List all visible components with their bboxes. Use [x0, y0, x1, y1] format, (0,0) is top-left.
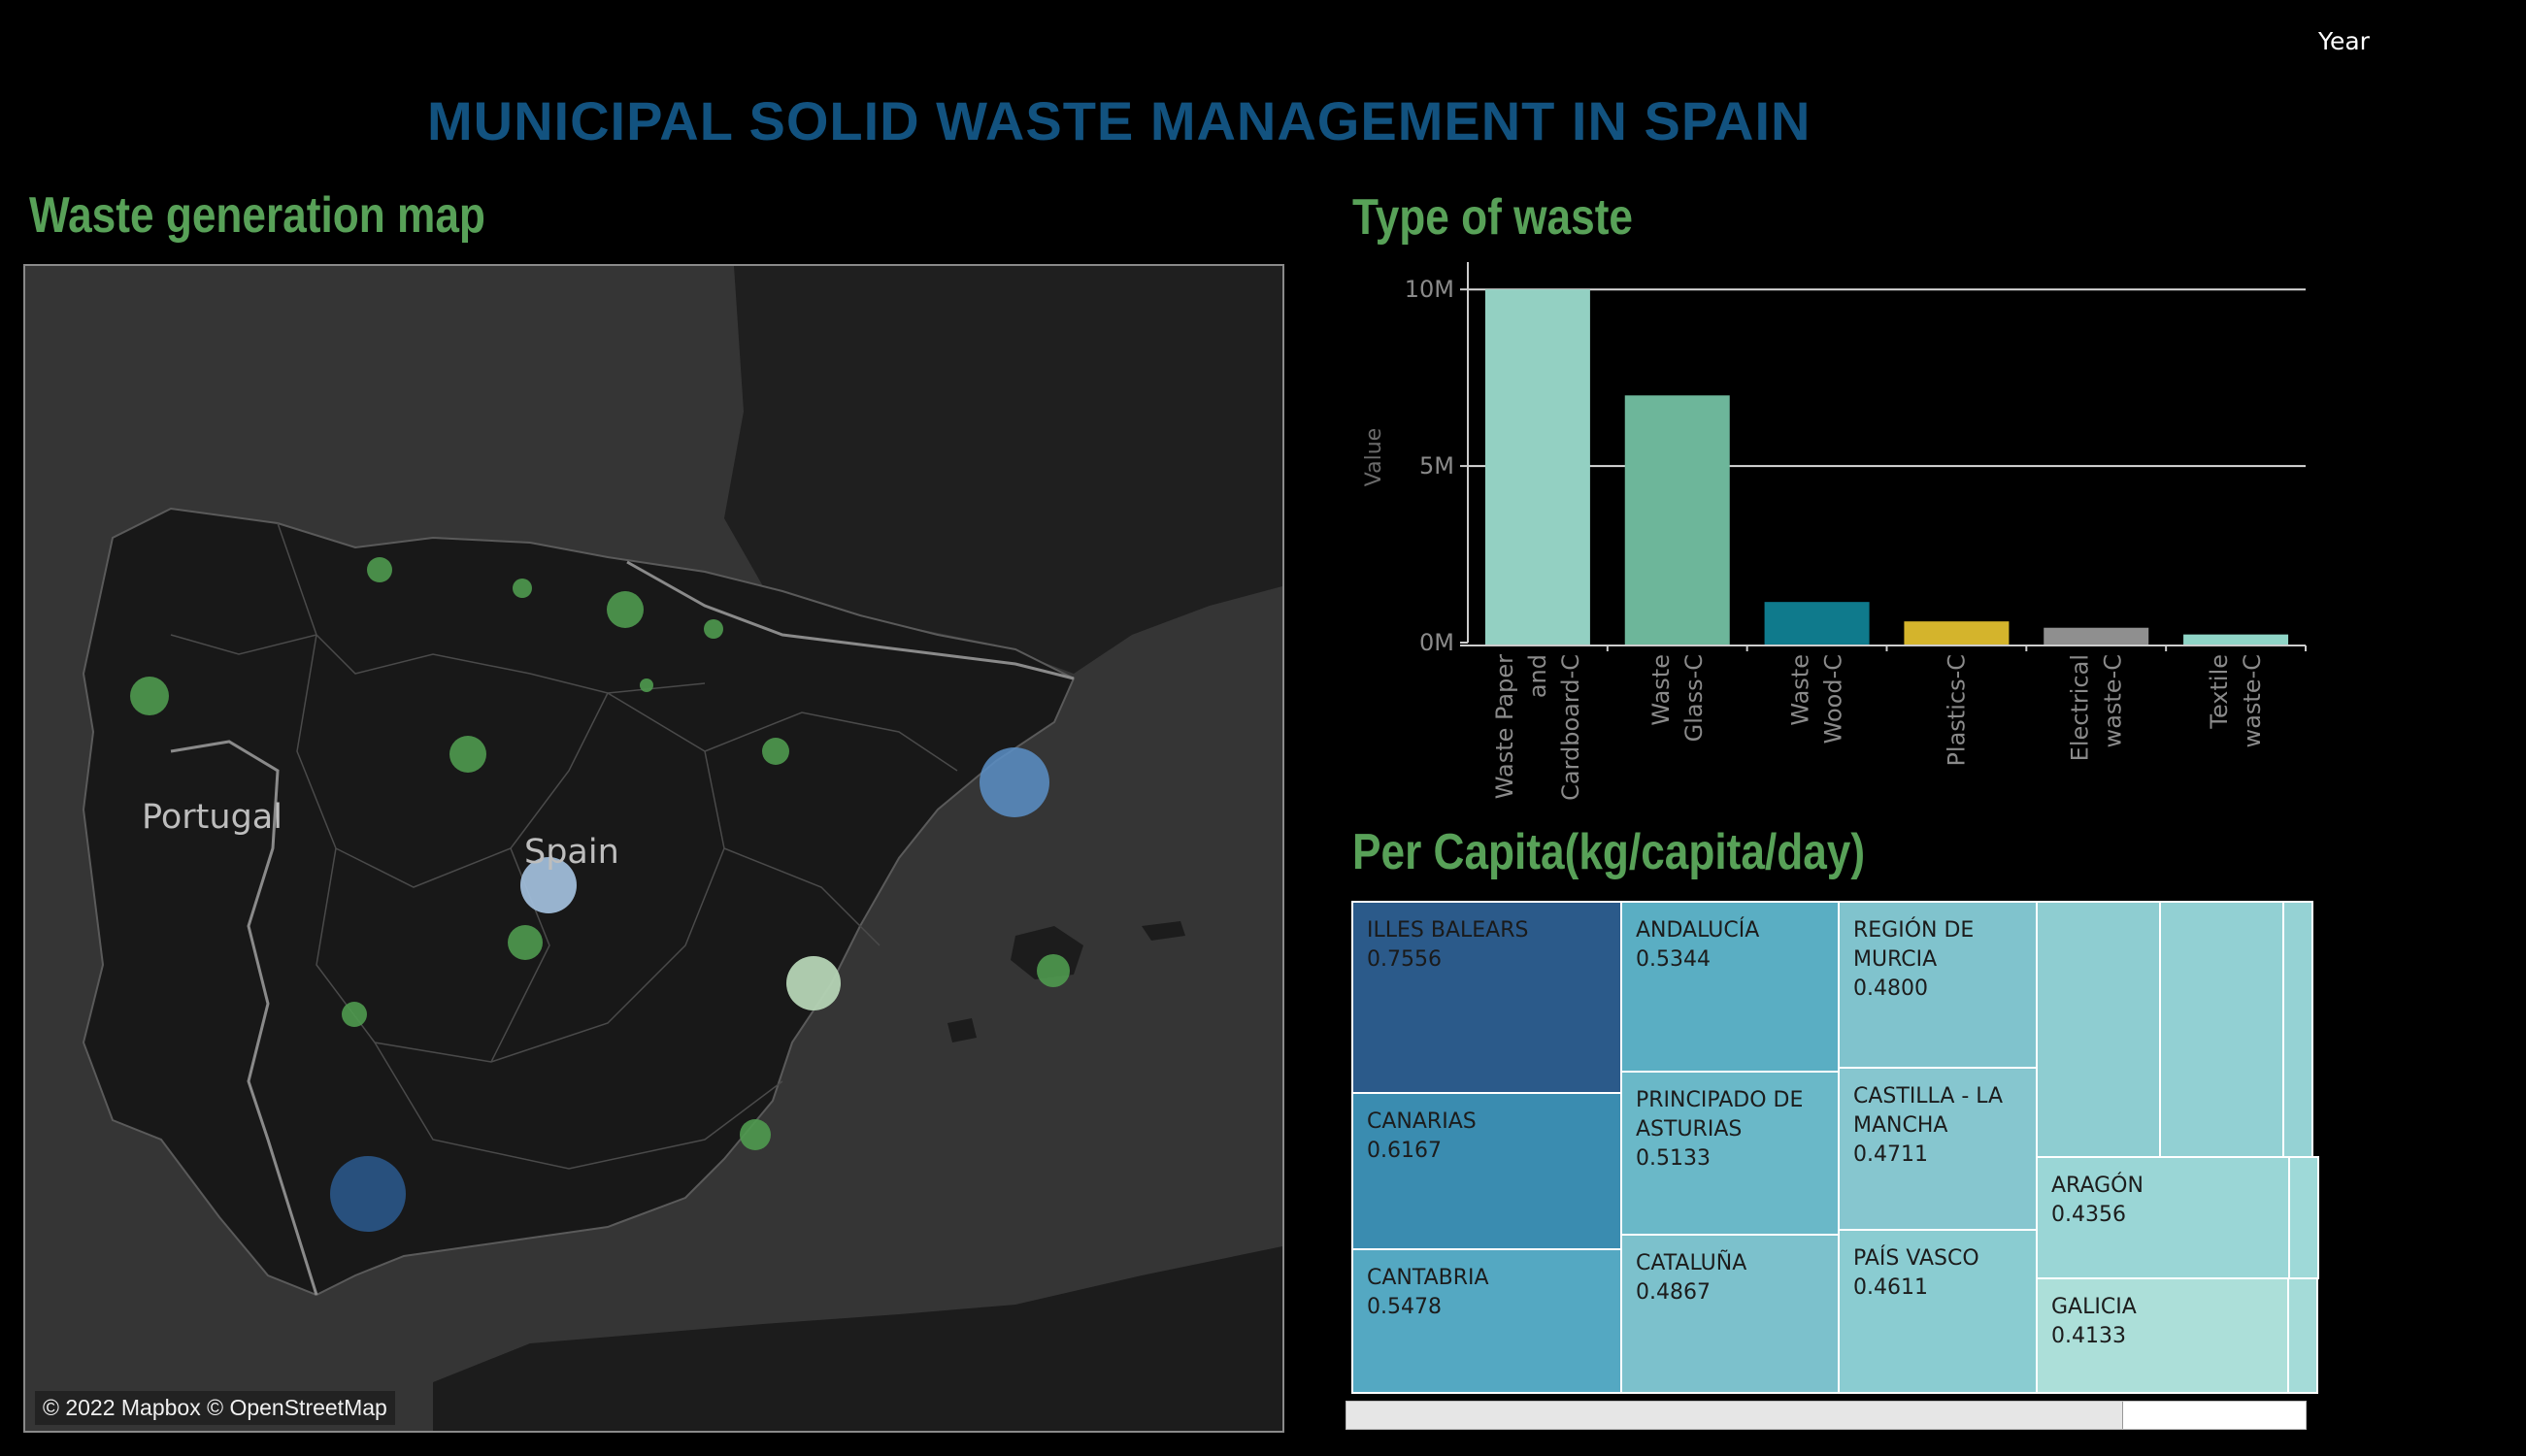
treemap-cell[interactable]: PAÍS VASCO 0.4611	[1838, 1229, 2038, 1394]
treemap-cell-value: 0.4800	[1853, 976, 1928, 1001]
bubble-castilla-leon[interactable]	[449, 736, 486, 773]
treemap-cell-value: 0.5478	[1367, 1295, 1442, 1319]
treemap-cell[interactable]: CANARIAS 0.6167	[1351, 1092, 1622, 1250]
bubble-navarra[interactable]	[704, 619, 723, 639]
treemap-cell[interactable]	[2159, 901, 2284, 1158]
treemap-cell[interactable]: CASTILLA - LA MANCHA 0.4711	[1838, 1067, 2038, 1231]
treemap-cell[interactable]: CANTABRIA 0.5478	[1351, 1248, 1622, 1394]
bar-1	[1624, 395, 1730, 645]
x-tick-label-0-2: Cardboard-C	[1557, 654, 1584, 801]
treemap-cell-value: 0.7556	[1367, 947, 1442, 972]
bubble-asturias[interactable]	[367, 557, 392, 582]
france-landmass	[724, 266, 1282, 674]
bar-5	[2183, 634, 2289, 645]
map-label-spain: Spain	[524, 833, 619, 872]
bubble-cantabria[interactable]	[513, 579, 532, 598]
y-tick-label-0: 0M	[1419, 629, 1454, 656]
x-tick-label-4-1: waste-C	[2099, 654, 2126, 747]
bubble-extremadura[interactable]	[342, 1002, 367, 1027]
map-canvas[interactable]	[25, 266, 1282, 1431]
bubble-pais-vasco[interactable]	[607, 591, 644, 628]
per-capita-treemap: ILLES BALEARS 0.7556 CANARIAS 0.6167 CANTABR…	[1351, 901, 2319, 1394]
treemap-cell[interactable]: PRINCIPADO DE ASTURIAS 0.5133	[1620, 1071, 1840, 1236]
treemap-cell-label: CANARIAS	[1367, 1109, 1477, 1134]
bubble-madrid[interactable]	[520, 857, 577, 913]
x-tick-label-1-1: Glass-C	[1680, 654, 1708, 742]
menorca-landmass	[1142, 921, 1185, 941]
bubble-murcia[interactable]	[740, 1119, 771, 1150]
treemap-cell[interactable]: ILLES BALEARS 0.7556	[1351, 901, 1622, 1094]
treemap-cell-value: 0.5133	[1636, 1146, 1711, 1171]
treemap-cell-value: 0.4356	[2051, 1203, 2126, 1227]
treemap-cell[interactable]: REGIÓN DE MURCIA 0.4800	[1838, 901, 2038, 1069]
bar-0	[1484, 289, 1590, 645]
portugal-spain-border	[170, 740, 318, 1296]
bubble-andalucia[interactable]	[330, 1156, 406, 1232]
year-filter-label[interactable]: Year	[2318, 27, 2370, 55]
x-tick-label-0-0: Waste Paper	[1491, 654, 1518, 799]
x-tick-label-3-0: Plastics-C	[1943, 654, 1970, 767]
treemap-cell-label: GALICIA	[2051, 1295, 2137, 1319]
x-tick-label-5-0: Textile	[2206, 654, 2233, 730]
north-africa-landmass	[433, 1246, 1282, 1431]
dashboard-title: MUNICIPAL SOLID WASTE MANAGEMENT IN SPAI…	[427, 90, 1811, 151]
treemap-section-title: Per Capita(kg/capita/day)	[1352, 824, 1866, 880]
treemap-cell-value: 0.4867	[1636, 1280, 1711, 1305]
map-attribution: © 2022 Mapbox © OpenStreetMap	[35, 1391, 395, 1425]
treemap-cell[interactable]	[2288, 1156, 2319, 1279]
treemap-cell-label: ARAGÓN	[2051, 1174, 2144, 1198]
bubble-castilla-la-mancha[interactable]	[508, 925, 543, 960]
treemap-cell-value: 0.4711	[1853, 1142, 1928, 1167]
treemap-cell-value: 0.4133	[2051, 1324, 2126, 1348]
treemap-cell-label: CANTABRIA	[1367, 1266, 1489, 1290]
type-of-waste-chart: 0M 5M 10M Value Waste Paper and Cardboard-C Was…	[1362, 262, 2307, 801]
bubble-cataluna[interactable]	[980, 747, 1049, 817]
treemap-cell-label: PRINCIPADO DE ASTURIAS	[1636, 1088, 1804, 1142]
x-tick-label-1-0: Waste	[1647, 654, 1675, 726]
bubble-galicia[interactable]	[130, 677, 169, 715]
treemap-cell-label: CASTILLA - LA MANCHA	[1853, 1084, 2004, 1138]
treemap-cell[interactable]: ARAGÓN 0.4356	[2036, 1156, 2290, 1279]
treemap-cell[interactable]: CATALUÑA 0.4867	[1620, 1234, 1840, 1394]
treemap-cell-value: 0.4611	[1853, 1275, 1928, 1300]
spain-france-border	[626, 560, 1075, 680]
waste-bubbles[interactable]	[130, 557, 1070, 1232]
treemap-cell[interactable]	[2282, 901, 2313, 1158]
y-tick-label-1: 5M	[1419, 452, 1454, 480]
treemap-cell[interactable]	[2287, 1277, 2318, 1394]
treemap-cell-label: ILLES BALEARS	[1367, 918, 1529, 943]
bubble-illes-balears[interactable]	[1037, 954, 1070, 987]
treemap-cell-label: CATALUÑA	[1636, 1251, 1747, 1275]
iberian-peninsula	[82, 507, 1076, 1297]
treemap-cell[interactable]	[2036, 901, 2161, 1158]
bar-2	[1764, 602, 1870, 645]
bubble-aragon[interactable]	[762, 738, 789, 765]
ibiza-landmass	[947, 1018, 977, 1042]
x-tick-label-2-1: Wood-C	[1820, 654, 1847, 744]
treemap-cell-value: 0.6167	[1367, 1139, 1442, 1163]
treemap-cell[interactable]: GALICIA 0.4133	[2036, 1277, 2289, 1394]
treemap-cell[interactable]: ANDALUCÍA 0.5344	[1620, 901, 1840, 1073]
x-tick-label-4-0: Electrical	[2066, 654, 2093, 761]
treemap-cell-label: ANDALUCÍA	[1636, 918, 1760, 943]
x-tick-label-5-1: waste-C	[2239, 654, 2266, 747]
scrollbar-thumb[interactable]	[2122, 1402, 2306, 1429]
bubble-la-rioja[interactable]	[640, 678, 653, 692]
bar-4	[2044, 627, 2149, 645]
map-label-portugal: Portugal	[142, 798, 283, 837]
waste-generation-map[interactable]: Portugal Spain © 2022 Mapbox © OpenStree…	[23, 264, 1284, 1433]
bar-3	[1904, 621, 2010, 645]
treemap-cell-label: PAÍS VASCO	[1853, 1246, 1979, 1271]
bubble-comunitat-valenciana[interactable]	[786, 956, 841, 1010]
bar-section-title: Type of waste	[1352, 189, 1634, 246]
y-tick-label-2: 10M	[1405, 276, 1454, 303]
x-tick-label-0-1: and	[1524, 654, 1551, 698]
x-tick-label-2-0: Waste	[1787, 654, 1814, 726]
treemap-cell-value: 0.5344	[1636, 947, 1711, 972]
y-axis-label: Value	[1362, 428, 1386, 486]
horizontal-scrollbar[interactable]	[1346, 1401, 2307, 1430]
map-section-title: Waste generation map	[29, 187, 485, 244]
treemap-cell-label: REGIÓN DE MURCIA	[1853, 918, 1975, 972]
